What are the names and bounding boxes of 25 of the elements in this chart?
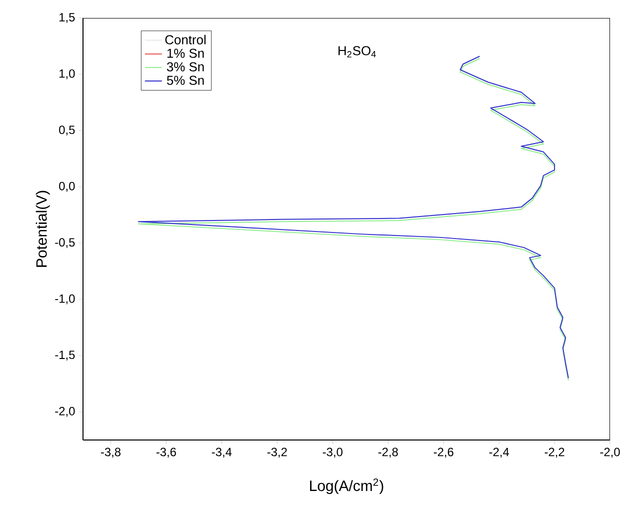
y-tick-label: -0,5 — [55, 238, 75, 248]
x-tick-label: -3,8 — [100, 448, 121, 458]
legend-label: Control — [165, 34, 206, 44]
x-tick-label: -3,6 — [156, 448, 176, 458]
y-tick-label: -2,0 — [55, 406, 75, 417]
x-tick-label: -3,2 — [267, 448, 287, 458]
y-tick-label: 0,5 — [59, 126, 75, 136]
y-tick-label: -1,0 — [55, 294, 75, 304]
y-tick-label: -1,5 — [55, 350, 75, 360]
legend-label: 1% Sn — [167, 48, 204, 58]
y-axis-title: Potential(V) — [36, 190, 50, 267]
x-tick-label: -2,4 — [489, 448, 510, 458]
x-tick-label: -2,8 — [378, 448, 398, 458]
x-tick-label: -3,4 — [212, 448, 232, 458]
legend-label: 3% Sn — [166, 62, 204, 72]
x-tick-label: -3,0 — [322, 448, 342, 458]
y-tick-label: 1,0 — [60, 69, 75, 80]
y-tick-label: 1,5 — [60, 13, 75, 23]
x-tick-label: -2,2 — [544, 448, 564, 458]
x-axis-title: Log(A/cm$^{2}$) — [310, 478, 384, 494]
y-tick-label: 0,0 — [59, 182, 75, 192]
annotation: H$_{2}$SO$_{4}$ — [338, 46, 376, 58]
x-tick-label: -2,6 — [434, 448, 454, 458]
x-tick-label: -2,0 — [600, 448, 620, 458]
legend-label: 5% Sn — [166, 76, 204, 85]
